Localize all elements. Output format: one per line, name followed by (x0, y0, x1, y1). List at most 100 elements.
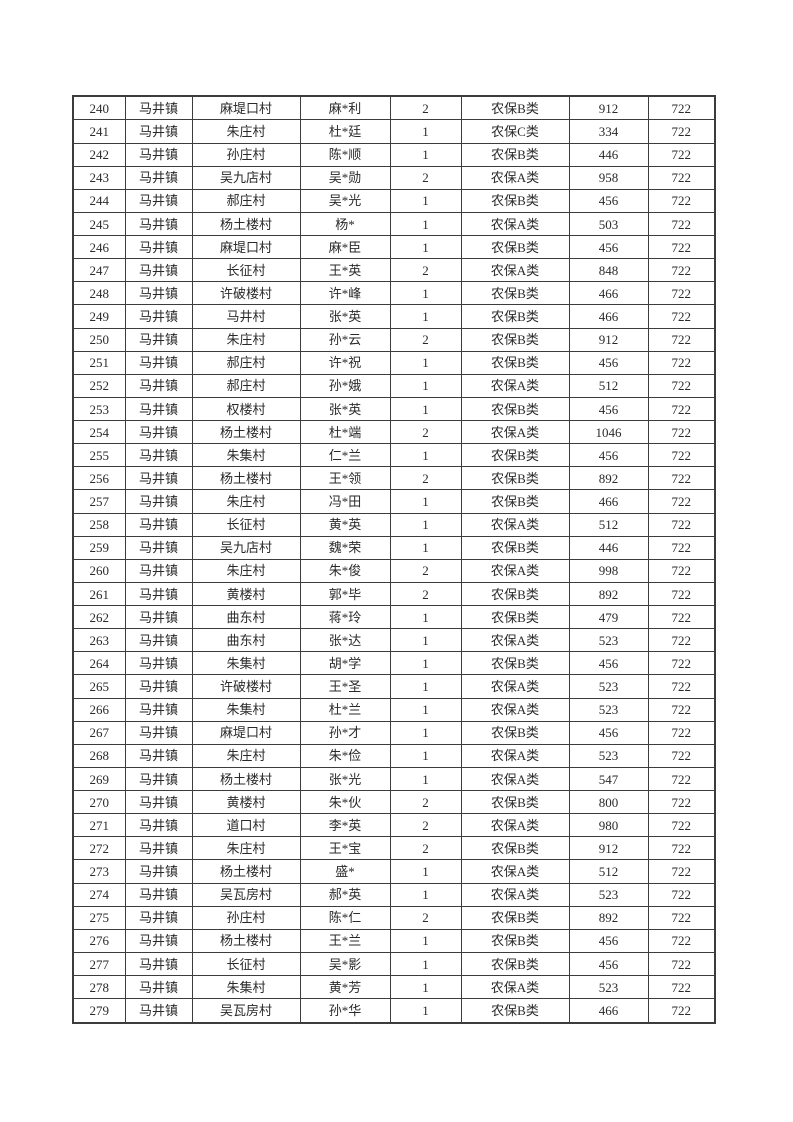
cell-amount: 466 (568, 489, 649, 514)
cell-village: 朱集村 (191, 975, 301, 1000)
cell-town: 马井镇 (124, 373, 193, 398)
benefit-table: 240 马井镇 麻堤口村 麻*利 2 农保B类 912 722 241 马井镇 … (72, 95, 716, 1024)
cell-count: 1 (389, 975, 462, 1000)
cell-amount: 912 (568, 327, 649, 352)
cell-amount: 523 (568, 674, 649, 699)
cell-person-name: 陈*顺 (299, 142, 391, 167)
cell-count: 1 (389, 720, 462, 745)
cell-standard: 722 (647, 766, 716, 792)
cell-village: 孙庄村 (191, 905, 301, 930)
table-row: 267 马井镇 麻堤口村 孙*才 1 农保B类 456 722 (72, 720, 716, 745)
cell-village: 曲东村 (191, 628, 301, 653)
table-row: 271 马井镇 道口村 李*英 2 农保A类 980 722 (72, 813, 716, 838)
cell-insurance-category: 农保A类 (460, 766, 570, 792)
cell-town: 马井镇 (124, 188, 193, 213)
cell-standard: 722 (647, 327, 716, 352)
cell-village: 朱庄村 (191, 489, 301, 514)
cell-insurance-category: 农保B类 (460, 790, 570, 815)
cell-insurance-category: 农保B类 (460, 951, 570, 977)
cell-town: 马井镇 (124, 211, 193, 237)
cell-count: 1 (389, 605, 462, 630)
cell-person-name: 张*英 (299, 304, 391, 329)
cell-town: 马井镇 (124, 327, 193, 352)
cell-amount: 523 (568, 975, 649, 1000)
cell-row-number: 273 (72, 859, 126, 884)
cell-row-number: 262 (72, 605, 126, 630)
cell-insurance-category: 农保B类 (460, 998, 570, 1024)
cell-amount: 523 (568, 882, 649, 907)
cell-insurance-category: 农保B类 (460, 443, 570, 468)
cell-amount: 456 (568, 235, 649, 260)
cell-standard: 722 (647, 281, 716, 306)
cell-amount: 456 (568, 651, 649, 676)
cell-standard: 722 (647, 859, 716, 884)
cell-count: 1 (389, 859, 462, 884)
cell-village: 吴九店村 (191, 535, 301, 560)
cell-insurance-category: 农保A类 (460, 165, 570, 190)
cell-person-name: 吴*光 (299, 188, 391, 213)
cell-town: 马井镇 (124, 928, 193, 953)
table-row: 249 马井镇 马井村 张*英 1 农保B类 466 722 (72, 304, 716, 329)
cell-person-name: 王*圣 (299, 674, 391, 699)
cell-count: 1 (389, 304, 462, 329)
cell-row-number: 241 (72, 119, 126, 144)
cell-village: 孙庄村 (191, 142, 301, 167)
table-row: 251 马井镇 郝庄村 许*祝 1 农保B类 456 722 (72, 350, 716, 375)
table-row: 253 马井镇 权楼村 张*英 1 农保B类 456 722 (72, 396, 716, 422)
cell-person-name: 孙*云 (299, 327, 391, 352)
cell-standard: 722 (647, 373, 716, 398)
cell-village: 郝庄村 (191, 188, 301, 213)
cell-village: 马井村 (191, 304, 301, 329)
cell-insurance-category: 农保B类 (460, 235, 570, 260)
table-row: 260 马井镇 朱庄村 朱*俊 2 农保A类 998 722 (72, 558, 716, 583)
cell-standard: 722 (647, 905, 716, 930)
cell-village: 麻堤口村 (191, 720, 301, 745)
cell-village: 朱庄村 (191, 743, 301, 768)
cell-town: 马井镇 (124, 281, 193, 306)
cell-amount: 892 (568, 905, 649, 930)
cell-insurance-category: 农保A类 (460, 813, 570, 838)
table-row: 276 马井镇 杨土楼村 王*兰 1 农保B类 456 722 (72, 928, 716, 953)
cell-row-number: 264 (72, 651, 126, 676)
cell-amount: 446 (568, 535, 649, 560)
table-row: 242 马井镇 孙庄村 陈*顺 1 农保B类 446 722 (72, 142, 716, 167)
cell-amount: 848 (568, 258, 649, 283)
cell-amount: 456 (568, 720, 649, 745)
cell-standard: 722 (647, 697, 716, 722)
cell-village: 杨土楼村 (191, 766, 301, 792)
cell-count: 2 (389, 466, 462, 491)
cell-row-number: 256 (72, 466, 126, 491)
cell-insurance-category: 农保A类 (460, 211, 570, 237)
table-row: 266 马井镇 朱集村 杜*兰 1 农保A类 523 722 (72, 697, 716, 722)
cell-person-name: 孙*华 (299, 998, 391, 1024)
cell-insurance-category: 农保B类 (460, 535, 570, 560)
cell-standard: 722 (647, 350, 716, 375)
cell-insurance-category: 农保B类 (460, 350, 570, 375)
cell-amount: 456 (568, 350, 649, 375)
cell-count: 1 (389, 766, 462, 792)
cell-standard: 722 (647, 535, 716, 560)
table-row: 255 马井镇 朱集村 仁*兰 1 农保B类 456 722 (72, 443, 716, 468)
cell-village: 吴九店村 (191, 165, 301, 190)
table-row: 256 马井镇 杨土楼村 王*领 2 农保B类 892 722 (72, 466, 716, 491)
cell-standard: 722 (647, 743, 716, 768)
cell-insurance-category: 农保B类 (460, 466, 570, 491)
cell-count: 1 (389, 882, 462, 907)
cell-village: 郝庄村 (191, 350, 301, 375)
cell-row-number: 276 (72, 928, 126, 953)
table-row: 273 马井镇 杨土楼村 盛* 1 农保A类 512 722 (72, 859, 716, 884)
cell-person-name: 杨* (299, 211, 391, 237)
cell-count: 2 (389, 327, 462, 352)
cell-standard: 722 (647, 258, 716, 283)
cell-insurance-category: 农保A类 (460, 975, 570, 1000)
table-row: 272 马井镇 朱庄村 王*宝 2 农保B类 912 722 (72, 836, 716, 861)
cell-amount: 980 (568, 813, 649, 838)
cell-town: 马井镇 (124, 951, 193, 977)
cell-town: 马井镇 (124, 651, 193, 676)
cell-row-number: 260 (72, 558, 126, 583)
cell-village: 吴瓦房村 (191, 998, 301, 1024)
cell-standard: 722 (647, 720, 716, 745)
table-row: 258 马井镇 长征村 黄*英 1 农保A类 512 722 (72, 512, 716, 537)
cell-town: 马井镇 (124, 466, 193, 491)
cell-insurance-category: 农保B类 (460, 327, 570, 352)
